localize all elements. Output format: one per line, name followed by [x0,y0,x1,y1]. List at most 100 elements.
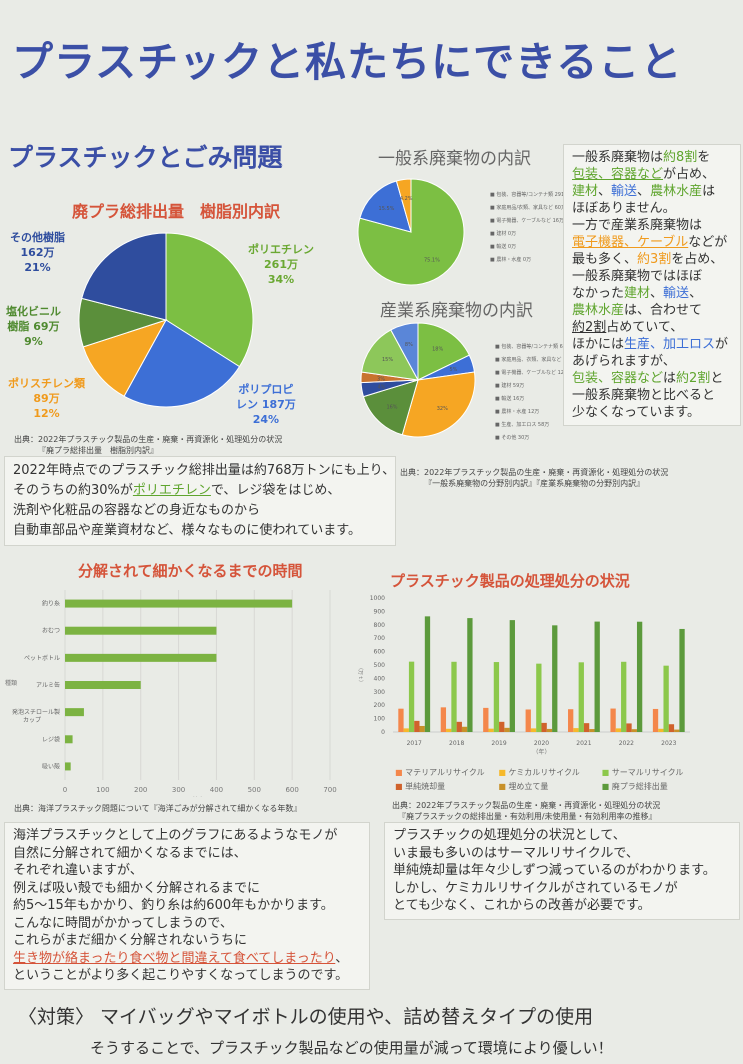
y-tick-label: 100 [374,716,386,723]
legend-item: 建材 59万 [495,381,574,391]
legend-item: 農林・水産 0万 [490,255,569,265]
text-segment: は [663,371,677,386]
legend-label: サーマルリサイクル [611,768,684,777]
text-segment: ということがより多く起こりやすくなってしまうのです。 [13,968,349,983]
text-line: いま最も多いのはサーマルリサイクルで、 [393,845,731,863]
conclusion-text: そうすることで、プラスチック製品などの使用量が減って環境により優しい！ [90,1039,613,1057]
text-line: 包装、容器などは約2割と [572,370,732,387]
bar [626,723,632,732]
pie-percent-label: 4.2% [400,196,413,202]
bar [65,681,141,689]
bar [594,621,600,732]
text-line: 一方で産業系廃棄物は [572,217,732,234]
y-tick-label: 300 [374,689,386,696]
bar [631,729,637,732]
text-line: 自動車部品や産業資材など、様々なものに使われています。 [13,521,387,541]
pie-label-pp: ポリプロピ レン 187万 24% [236,383,296,426]
bar [493,662,500,732]
bar [456,721,462,732]
bar [541,722,547,732]
category-label: レジ袋 [42,735,60,743]
industrial-pie-title: 産業系廃棄物の内訳 [380,301,533,321]
text-segment: 約5～15年もかかり、釣り糸は約600年もかかります。 [13,898,334,913]
resin-pie-chart [78,232,254,408]
bar [546,728,553,732]
legend-label: 単純焼却量 [405,782,446,791]
legend-item: 包装、容器等/コンテナ類 69万 [495,342,574,352]
legend-item: 農林・水産 12万 [495,407,574,417]
legend-label: 埋め立て量 [508,782,549,791]
category-label: カップ [23,717,41,724]
legend-label: マテリアルリサイクル [405,768,485,777]
y-tick-label: 400 [374,675,386,682]
text-segment: 占めていて、 [606,320,684,335]
category-label: 吸い殻 [42,762,60,770]
x-tick-label: 400 [210,786,223,794]
bar [530,728,537,732]
text-segment: 輸送 [611,184,638,199]
bar [663,665,669,732]
pie-label-other: その他樹脂 162万 21% [10,231,65,274]
y-tick-label: 600 [374,649,386,656]
text-line: あげられますが、 [572,353,732,370]
legend-swatch: ■ [498,782,509,791]
text-segment: しかし、ケミカルリサイクルがされているモノが [393,880,678,896]
text-segment: 建材 [624,286,651,301]
bar [65,762,71,771]
bar [414,720,420,732]
text-segment: 包装、容器など [572,167,664,182]
text-segment: 2022年時点でのプラスチック総排出量は約768万トンにも上り、 [13,463,396,478]
text-line: 単純焼却量は年々少しずつ減っているのがわかります。 [393,862,731,880]
text-line: 約2割占めていて、 [572,319,732,336]
pie-percent-label: 4% [378,384,386,390]
category-label: おむつ [42,628,60,635]
bar [525,709,531,732]
text-segment: プラスチックの処理処分の状況として、 [393,828,626,843]
legend-item: ■ 埋め立て量 [498,781,601,792]
bar [65,626,217,635]
bar [65,735,73,744]
legend-item: その他 30万 [495,433,574,443]
bar [652,708,659,732]
bar [509,620,515,732]
pie-percent-label: 15% [382,357,393,363]
bar [536,663,542,732]
resin-pie-source: 出典：2022年プラスチック製品の生産・廃棄・再資源化・処理処分の状況 『廃プラ総… [14,435,283,455]
bar [615,728,622,732]
pie-slice [362,379,419,436]
text-segment: で、レジ袋をはじめ、 [210,483,341,498]
text-segment: 約2割 [572,320,607,335]
text-segment: 輸送 [663,286,690,301]
resin-pie-title: 廃プラ総排出量 樹脂別内訳 [72,202,281,221]
text-line: 農林水産は、合わせて [572,302,732,319]
text-segment: 一般系廃棄物ではほぼ [572,269,703,284]
pie-percent-label: 75.1% [424,257,440,263]
text-segment: は、合わせて [624,303,703,318]
bar [488,728,494,732]
bar [568,709,574,732]
pie-percent-label: 8% [405,342,413,348]
pie-slice [360,329,419,381]
text-segment: ほかには [572,337,625,352]
x-tick-label: 300 [172,786,185,794]
pie-slice [81,232,167,321]
text-segment: これらがまだ細かく分解されないうちに [13,933,248,948]
x-tick-label: 500 [248,786,261,794]
y-tick-label: 700 [374,635,386,642]
bar [674,729,680,732]
small-pies-source: 出典：2022年プラスチック製品の生産・廃棄・再資源化・処理処分の状況 『一般系廃… [400,468,669,488]
pie-slice [401,371,476,438]
decomposition-chart-title: 分解されて細かくなるまでの時間 [78,562,303,580]
bar [589,729,595,732]
bar [621,661,627,732]
legend-item: 家庭用品/衣類、家具など 60万 [490,203,569,213]
legend-swatch: ■ [601,768,612,777]
legend-item: 建材 0万 [490,229,569,239]
pie-slice [390,322,419,381]
x-tick-label: 600 [285,786,298,794]
text-line: 一般系廃棄物と比べると [572,387,732,404]
bar [451,661,457,732]
text-segment: 、 [335,950,349,966]
bar [583,723,590,732]
text-segment: とても少なく、これからの改善が必要です。 [393,898,651,913]
